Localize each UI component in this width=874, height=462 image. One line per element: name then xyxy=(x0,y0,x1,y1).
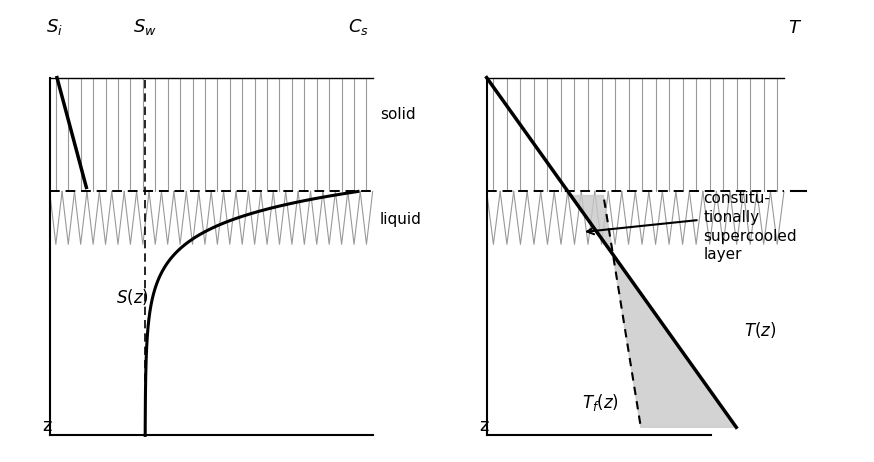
Text: $C_s$: $C_s$ xyxy=(348,17,369,37)
Text: z: z xyxy=(42,417,52,435)
Text: $T$: $T$ xyxy=(787,19,802,37)
Text: $T_f(z)$: $T_f(z)$ xyxy=(582,392,619,413)
Text: solid: solid xyxy=(380,107,416,122)
Text: z: z xyxy=(479,417,489,435)
Text: $S_i$: $S_i$ xyxy=(46,17,63,37)
Text: constitu-
tionally
supercooled
layer: constitu- tionally supercooled layer xyxy=(704,191,797,262)
Text: $S_w$: $S_w$ xyxy=(133,17,157,37)
Polygon shape xyxy=(571,195,736,427)
Text: $S(z)$: $S(z)$ xyxy=(115,287,149,307)
Text: $T(z)$: $T(z)$ xyxy=(744,320,776,340)
Text: liquid: liquid xyxy=(380,213,422,227)
